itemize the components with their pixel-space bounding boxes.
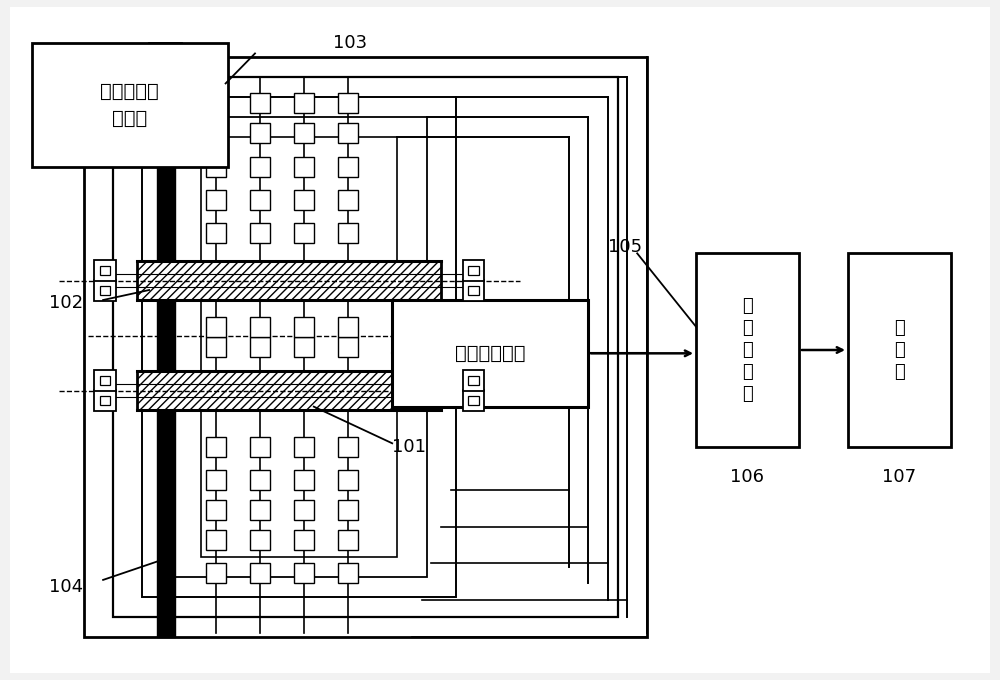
- Bar: [206, 123, 226, 143]
- Bar: [137, 371, 441, 410]
- Bar: [294, 156, 314, 177]
- Text: 信号放大单元: 信号放大单元: [455, 344, 525, 363]
- Bar: [149, 44, 182, 167]
- Bar: [250, 93, 270, 114]
- Bar: [100, 396, 110, 405]
- Bar: [338, 563, 358, 583]
- Bar: [206, 337, 226, 356]
- Text: 106: 106: [730, 468, 764, 486]
- Bar: [338, 530, 358, 550]
- Bar: [206, 530, 226, 550]
- Text: 104: 104: [49, 577, 83, 596]
- Bar: [338, 156, 358, 177]
- Bar: [94, 280, 116, 301]
- Bar: [137, 261, 441, 300]
- Bar: [113, 77, 618, 617]
- Text: 105: 105: [608, 238, 642, 256]
- Bar: [142, 97, 456, 596]
- Bar: [338, 437, 358, 457]
- Bar: [206, 470, 226, 490]
- Bar: [250, 437, 270, 457]
- Bar: [250, 470, 270, 490]
- Bar: [172, 117, 426, 577]
- Bar: [94, 371, 116, 391]
- Text: 计
算
机: 计 算 机: [894, 319, 905, 381]
- Bar: [392, 300, 588, 407]
- Bar: [250, 317, 270, 337]
- Bar: [294, 500, 314, 520]
- Bar: [463, 280, 484, 301]
- Text: 电磁感应加
热系统: 电磁感应加 热系统: [100, 82, 159, 128]
- Bar: [468, 376, 479, 386]
- Bar: [338, 190, 358, 210]
- Bar: [294, 530, 314, 550]
- Bar: [250, 123, 270, 143]
- Bar: [94, 260, 116, 281]
- Bar: [206, 223, 226, 243]
- Bar: [463, 260, 484, 281]
- Bar: [250, 500, 270, 520]
- Bar: [463, 390, 484, 411]
- Bar: [157, 44, 175, 636]
- Bar: [250, 563, 270, 583]
- Bar: [294, 223, 314, 243]
- Bar: [294, 470, 314, 490]
- Bar: [468, 286, 479, 295]
- Bar: [696, 254, 799, 447]
- Bar: [100, 266, 110, 275]
- Bar: [338, 317, 358, 337]
- Bar: [94, 390, 116, 411]
- Bar: [206, 500, 226, 520]
- Bar: [338, 123, 358, 143]
- Bar: [84, 57, 647, 636]
- Bar: [206, 317, 226, 337]
- Bar: [250, 530, 270, 550]
- Bar: [463, 371, 484, 391]
- Bar: [848, 254, 951, 447]
- Bar: [338, 337, 358, 356]
- Bar: [32, 44, 228, 167]
- Bar: [206, 93, 226, 114]
- Bar: [250, 156, 270, 177]
- Bar: [338, 223, 358, 243]
- Bar: [468, 266, 479, 275]
- Bar: [100, 376, 110, 386]
- Bar: [338, 500, 358, 520]
- Bar: [294, 337, 314, 356]
- Bar: [294, 317, 314, 337]
- Bar: [294, 93, 314, 114]
- Text: 101: 101: [392, 438, 426, 456]
- Bar: [294, 437, 314, 457]
- Bar: [206, 190, 226, 210]
- Bar: [250, 337, 270, 356]
- Bar: [206, 156, 226, 177]
- Bar: [338, 470, 358, 490]
- Bar: [468, 396, 479, 405]
- Bar: [294, 563, 314, 583]
- Bar: [294, 190, 314, 210]
- Text: 分
析
采
集
仳: 分 析 采 集 仳: [742, 296, 753, 403]
- Bar: [206, 563, 226, 583]
- Bar: [100, 286, 110, 295]
- Text: 103: 103: [333, 35, 368, 52]
- Bar: [250, 190, 270, 210]
- Bar: [338, 93, 358, 114]
- Text: 107: 107: [882, 468, 916, 486]
- Bar: [206, 437, 226, 457]
- Bar: [201, 137, 397, 556]
- Text: 102: 102: [49, 294, 83, 312]
- Bar: [250, 223, 270, 243]
- Bar: [294, 123, 314, 143]
